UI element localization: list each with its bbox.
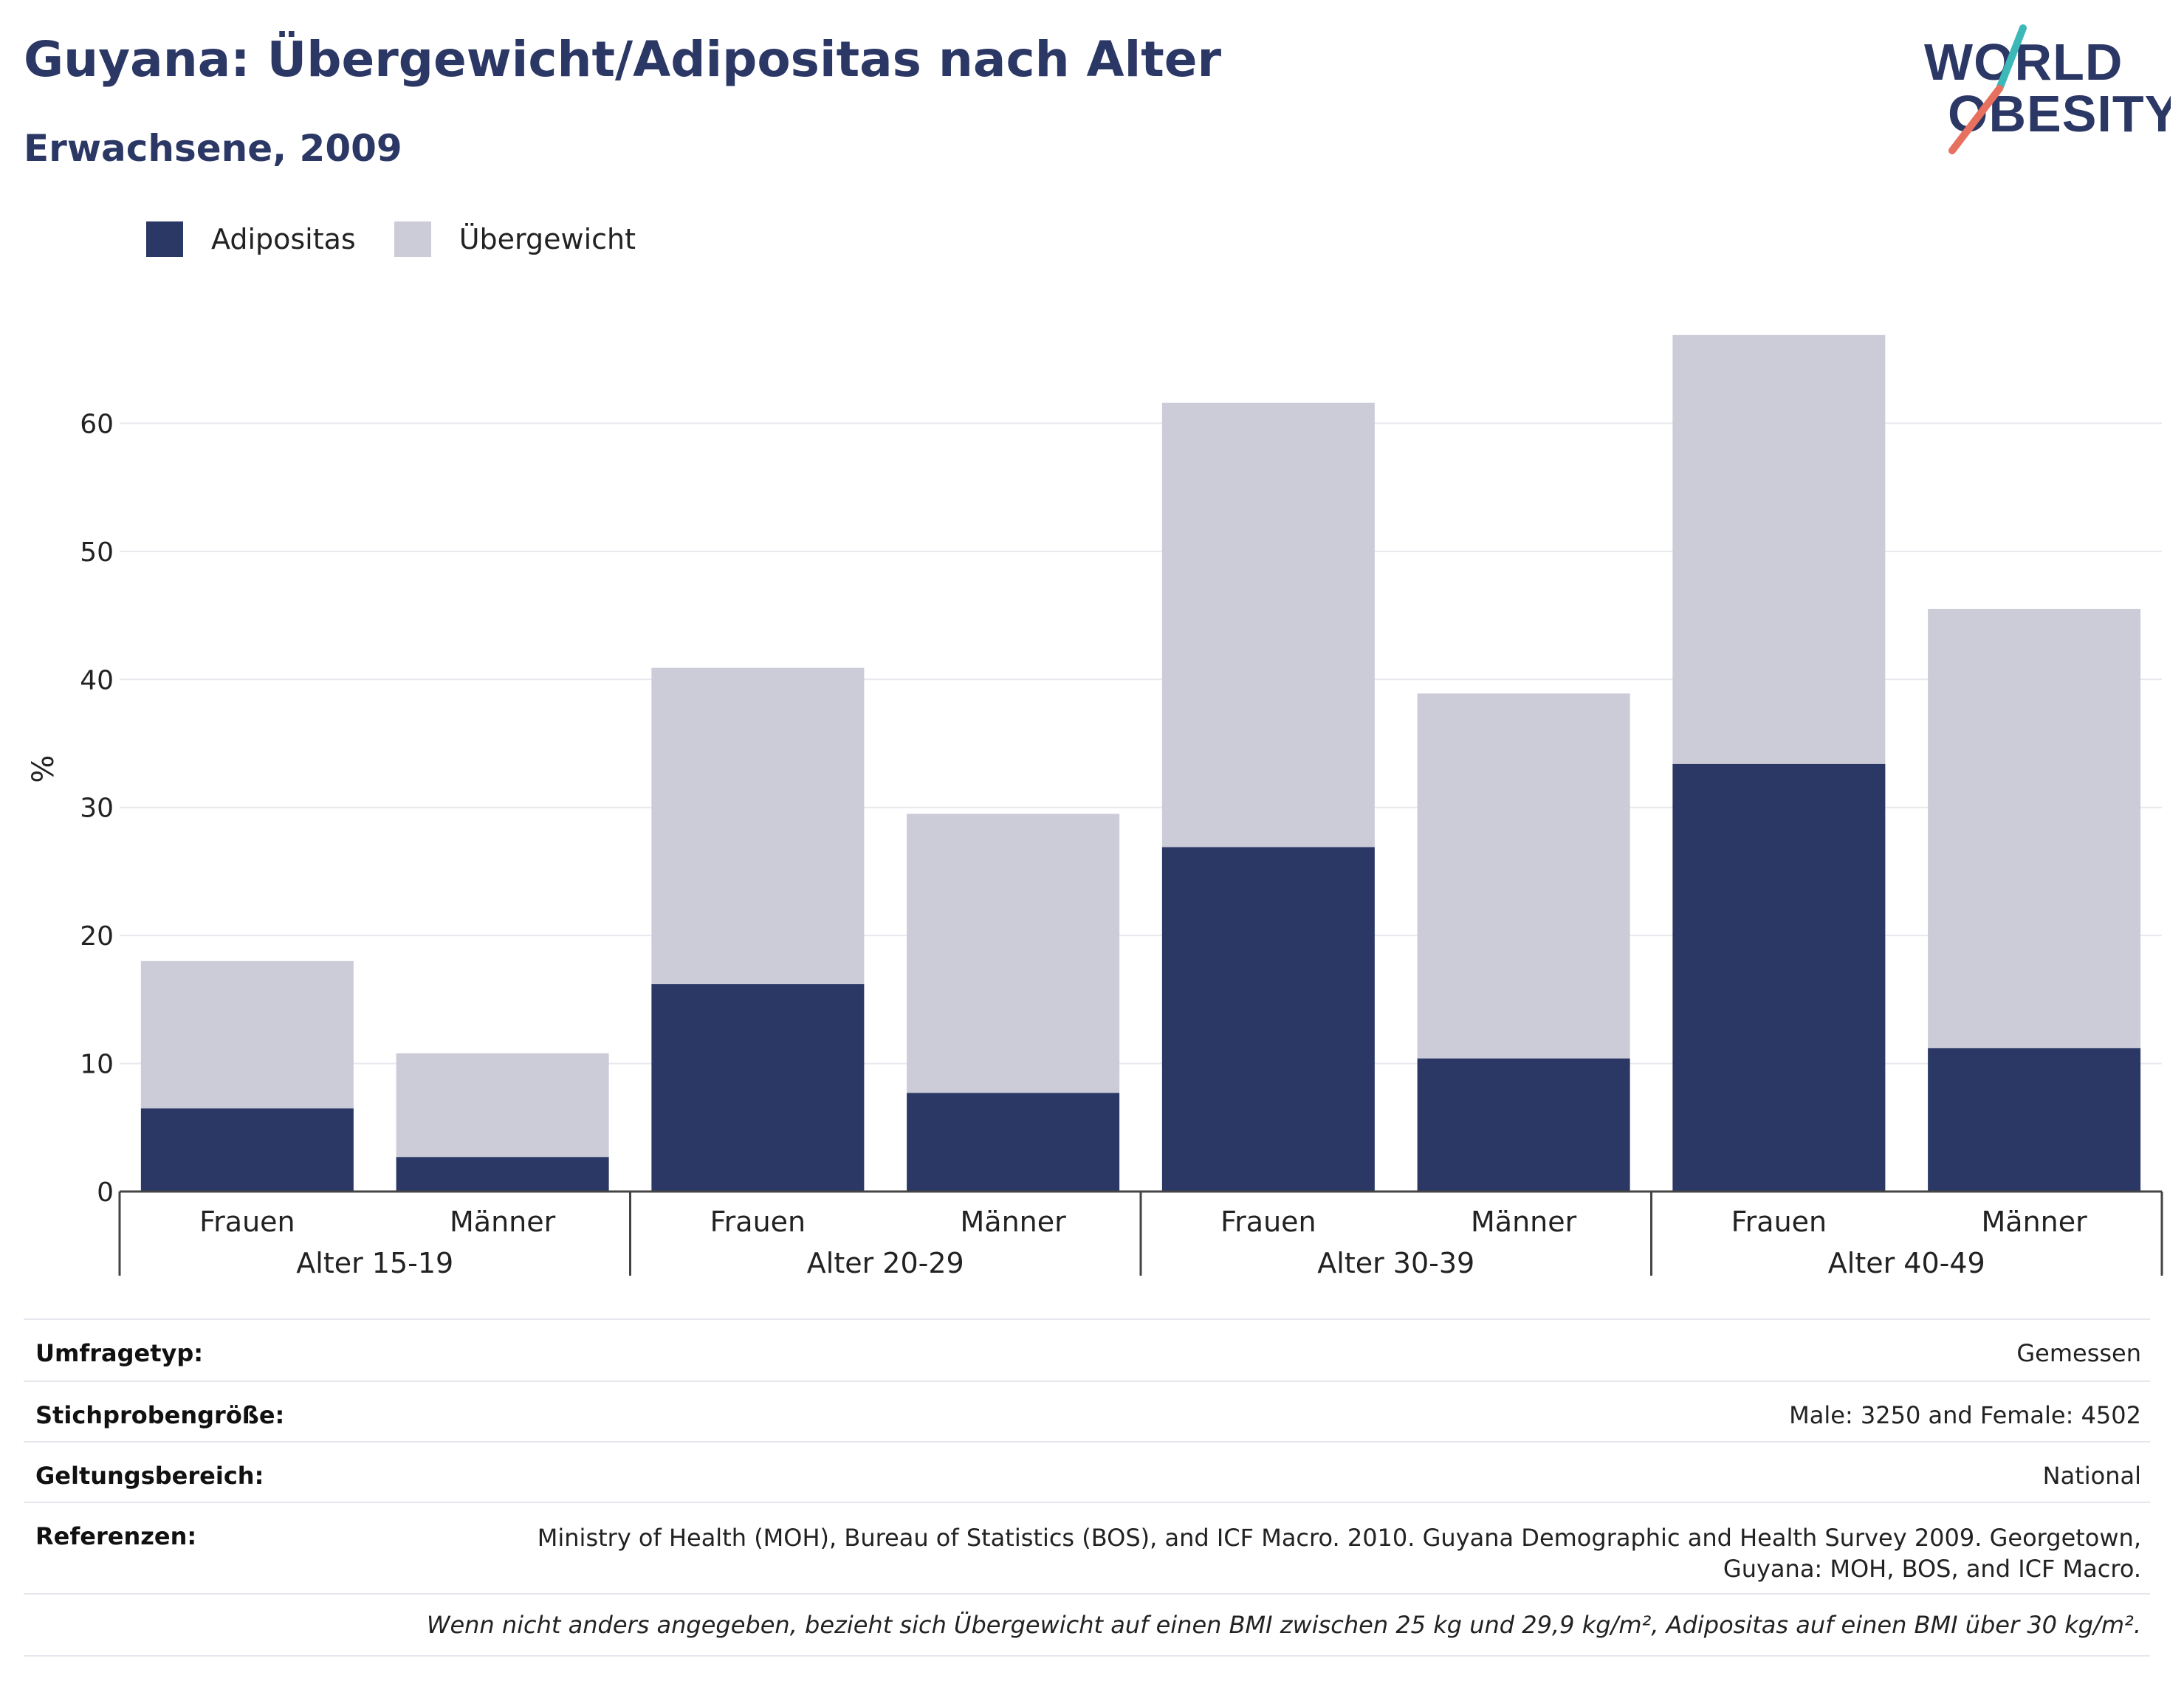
info-key: Referenzen: bbox=[35, 1522, 197, 1550]
bar-uebergewicht bbox=[651, 667, 865, 985]
x-tick-label: Männer bbox=[1982, 1206, 2088, 1238]
bar-adipositas bbox=[1417, 1058, 1630, 1192]
x-tick-label: Frauen bbox=[1731, 1206, 1827, 1238]
info-row-references: Referenzen: Ministry of Health (MOH), Bu… bbox=[24, 1502, 2150, 1593]
bar-uebergewicht bbox=[1417, 693, 1630, 1059]
info-row-survey-type: Umfragetyp: Gemessen bbox=[24, 1318, 2150, 1381]
legend-swatch-uebergewicht bbox=[394, 221, 431, 257]
info-value: National bbox=[2042, 1462, 2141, 1490]
bar-adipositas bbox=[907, 1093, 1120, 1192]
x-tick-label: Frauen bbox=[1220, 1206, 1316, 1238]
y-tick-label: 40 bbox=[80, 665, 114, 695]
stacked-bar-chart: 0 10 20 30 40 50 60% Frauen Männer Frauen Männer Fr… bbox=[27, 334, 2163, 1279]
logo-slash-teal bbox=[1996, 24, 2027, 92]
logo-slash-coral bbox=[1948, 85, 2003, 154]
world-obesity-logo: WORLD OBESITY bbox=[1924, 24, 2171, 154]
x-tick-label: Männer bbox=[961, 1206, 1067, 1238]
info-key: Geltungsbereich: bbox=[35, 1462, 264, 1490]
page-subtitle: Erwachsene, 2009 bbox=[24, 127, 402, 170]
bar-adipositas bbox=[1928, 1048, 2141, 1192]
x-tick-label: Frauen bbox=[710, 1206, 806, 1238]
group-label: Alter 15-19 bbox=[296, 1247, 453, 1279]
chart-legend: Adipositas Übergewicht bbox=[146, 220, 674, 258]
bar-uebergewicht bbox=[1928, 608, 2141, 1048]
legend-label: Übergewicht bbox=[459, 223, 636, 255]
info-value: Gemessen bbox=[2016, 1339, 2141, 1367]
legend-item-uebergewicht[interactable]: Übergewicht bbox=[394, 221, 636, 257]
legend-swatch-adipositas bbox=[146, 221, 183, 257]
y-axis-label: % bbox=[27, 755, 61, 783]
bar-adipositas bbox=[1161, 847, 1375, 1192]
legend-item-adipositas[interactable]: Adipositas bbox=[146, 221, 356, 257]
x-tick-label: Frauen bbox=[199, 1206, 295, 1238]
y-tick-label: 30 bbox=[80, 794, 114, 824]
info-value: Ministry of Health (MOH), Bureau of Stat… bbox=[537, 1524, 2141, 1583]
bar-adipositas bbox=[651, 984, 865, 1192]
legend-label: Adipositas bbox=[211, 223, 356, 255]
x-tick-label: Männer bbox=[450, 1206, 556, 1238]
bar-adipositas bbox=[140, 1108, 354, 1192]
bar-uebergewicht bbox=[140, 960, 354, 1109]
page-title: Guyana: Übergewicht/Adipositas nach Alte… bbox=[24, 31, 1222, 88]
info-key: Umfragetyp: bbox=[35, 1339, 204, 1367]
group-label: Alter 20-29 bbox=[807, 1247, 964, 1279]
bar-adipositas bbox=[1672, 763, 1886, 1192]
bar-uebergewicht bbox=[1672, 334, 1886, 764]
x-tick-label: Männer bbox=[1471, 1206, 1577, 1238]
info-key: Stichprobengröße: bbox=[35, 1401, 285, 1429]
bar-uebergewicht bbox=[907, 814, 1120, 1093]
group-label: Alter 30-39 bbox=[1317, 1247, 1474, 1279]
info-table: Umfragetyp: Gemessen Stichprobengröße: M… bbox=[24, 1318, 2150, 1657]
bar-uebergewicht bbox=[396, 1053, 609, 1158]
bar-adipositas bbox=[396, 1157, 609, 1192]
y-tick-label: 60 bbox=[80, 409, 114, 439]
y-tick-label: 50 bbox=[80, 537, 114, 568]
y-tick-label: 20 bbox=[80, 921, 114, 952]
definition-note: Wenn nicht anders angegeben, bezieht sic… bbox=[24, 1593, 2150, 1657]
logo-word-world: WORLD bbox=[1924, 33, 2123, 91]
info-row-sample-size: Stichprobengröße: Male: 3250 and Female:… bbox=[24, 1381, 2150, 1441]
info-value: Male: 3250 and Female: 4502 bbox=[1789, 1401, 2141, 1429]
info-row-scope: Geltungsbereich: National bbox=[24, 1441, 2150, 1502]
y-tick-label: 0 bbox=[97, 1177, 114, 1208]
y-tick-label: 10 bbox=[80, 1050, 114, 1080]
group-label: Alter 40-49 bbox=[1828, 1247, 1985, 1279]
bar-uebergewicht bbox=[1161, 402, 1375, 848]
